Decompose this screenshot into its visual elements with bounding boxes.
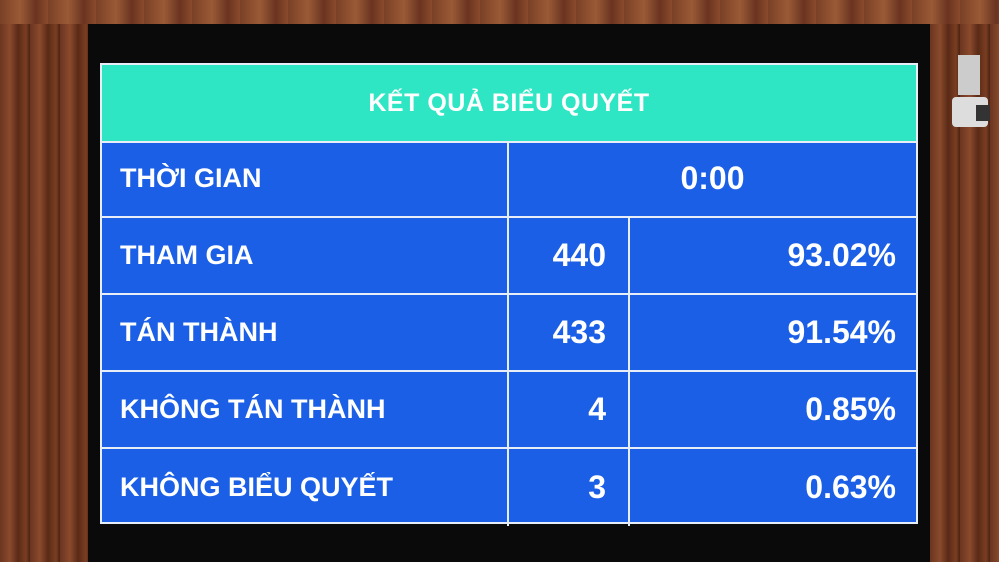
row-percent: 0.63% (805, 469, 896, 505)
results-title: KẾT QUẢ BIỂU QUYẾT (102, 65, 916, 143)
row-percent: 93.02% (787, 237, 896, 273)
wood-wall-top (0, 0, 999, 26)
row-count: 3 (507, 449, 630, 526)
row-label: KHÔNG BIỂU QUYẾT (120, 472, 394, 502)
row-count: 433 (507, 295, 630, 370)
row-label: TÁN THÀNH (120, 317, 278, 347)
time-label: THỜI GIAN (120, 163, 262, 193)
row-percent: 91.54% (787, 314, 896, 350)
row-label: KHÔNG TÁN THÀNH (120, 394, 386, 424)
table-row: TÁN THÀNH 433 91.54% (102, 295, 916, 372)
time-row: THỜI GIAN 0:00 (102, 141, 916, 218)
time-value: 0:00 (507, 141, 916, 216)
wood-wall-left (0, 24, 88, 562)
row-count: 440 (507, 218, 630, 293)
row-label: THAM GIA (120, 240, 254, 270)
camera-icon (950, 55, 990, 145)
row-count: 4 (507, 372, 630, 447)
row-percent: 0.85% (805, 391, 896, 427)
table-row: THAM GIA 440 93.02% (102, 218, 916, 295)
table-row: KHÔNG BIỂU QUYẾT 3 0.63% (102, 449, 916, 526)
table-row: KHÔNG TÁN THÀNH 4 0.85% (102, 372, 916, 449)
vote-results-table: KẾT QUẢ BIỂU QUYẾT THỜI GIAN 0:00 THAM G… (100, 63, 918, 526)
